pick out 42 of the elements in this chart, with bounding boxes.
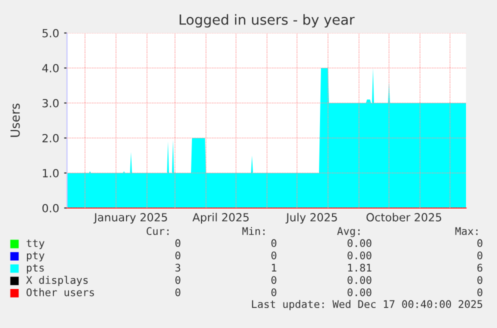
text: 3 bbox=[175, 264, 180, 272]
x-tick-label: April 2025 bbox=[192, 212, 249, 224]
text: Cur: bbox=[146, 227, 169, 236]
legend-label: Other users bbox=[26, 288, 94, 296]
y-tick-label: 1.0 bbox=[42, 168, 59, 178]
text: 0 bbox=[175, 251, 180, 260]
text: 0.00 bbox=[348, 276, 372, 284]
x-tick-label: July 2025 bbox=[286, 212, 337, 224]
legend-label: X displays bbox=[26, 276, 88, 286]
text: Avg: bbox=[337, 227, 360, 238]
text: 0 bbox=[271, 251, 276, 260]
text: 0 bbox=[175, 276, 180, 284]
chart-title: Logged in users - by year bbox=[180, 14, 355, 28]
text: 1 bbox=[272, 264, 276, 272]
y-tick-label: 3.0 bbox=[42, 98, 59, 108]
text: 0 bbox=[175, 239, 180, 248]
text: 0 bbox=[477, 288, 482, 296]
legend-label: pty bbox=[26, 252, 44, 262]
x-tick-label: October 2025 bbox=[366, 212, 442, 222]
text: 0 bbox=[477, 239, 482, 248]
text: 6 bbox=[477, 264, 482, 272]
text: 0.00 bbox=[348, 251, 372, 260]
y-axis-title: Users bbox=[10, 104, 20, 137]
text: 0 bbox=[271, 276, 276, 284]
text: 0 bbox=[271, 288, 276, 296]
x-tick-label: January 2025 bbox=[93, 213, 167, 224]
legend-label: tty bbox=[26, 240, 44, 250]
text: Min: bbox=[242, 226, 265, 235]
y-tick-label: 0.0 bbox=[42, 204, 59, 212]
y-tick-label: 4.0 bbox=[42, 64, 59, 72]
y-tick-label: 5.0 bbox=[42, 28, 59, 38]
text: Last update: Wed Dec 17 00:40:00 2025 bbox=[252, 300, 482, 310]
text: 0 bbox=[175, 288, 180, 296]
legend-label: pts bbox=[26, 264, 44, 274]
text: Max: bbox=[455, 227, 478, 236]
text: 0 bbox=[477, 251, 482, 260]
text: 0.00 bbox=[348, 239, 372, 248]
text: 1.81 bbox=[348, 264, 372, 272]
y-tick-label: 2.0 bbox=[42, 134, 59, 142]
text: 0 bbox=[477, 276, 482, 284]
text: 0.00 bbox=[348, 288, 372, 296]
text: 0 bbox=[271, 239, 276, 248]
